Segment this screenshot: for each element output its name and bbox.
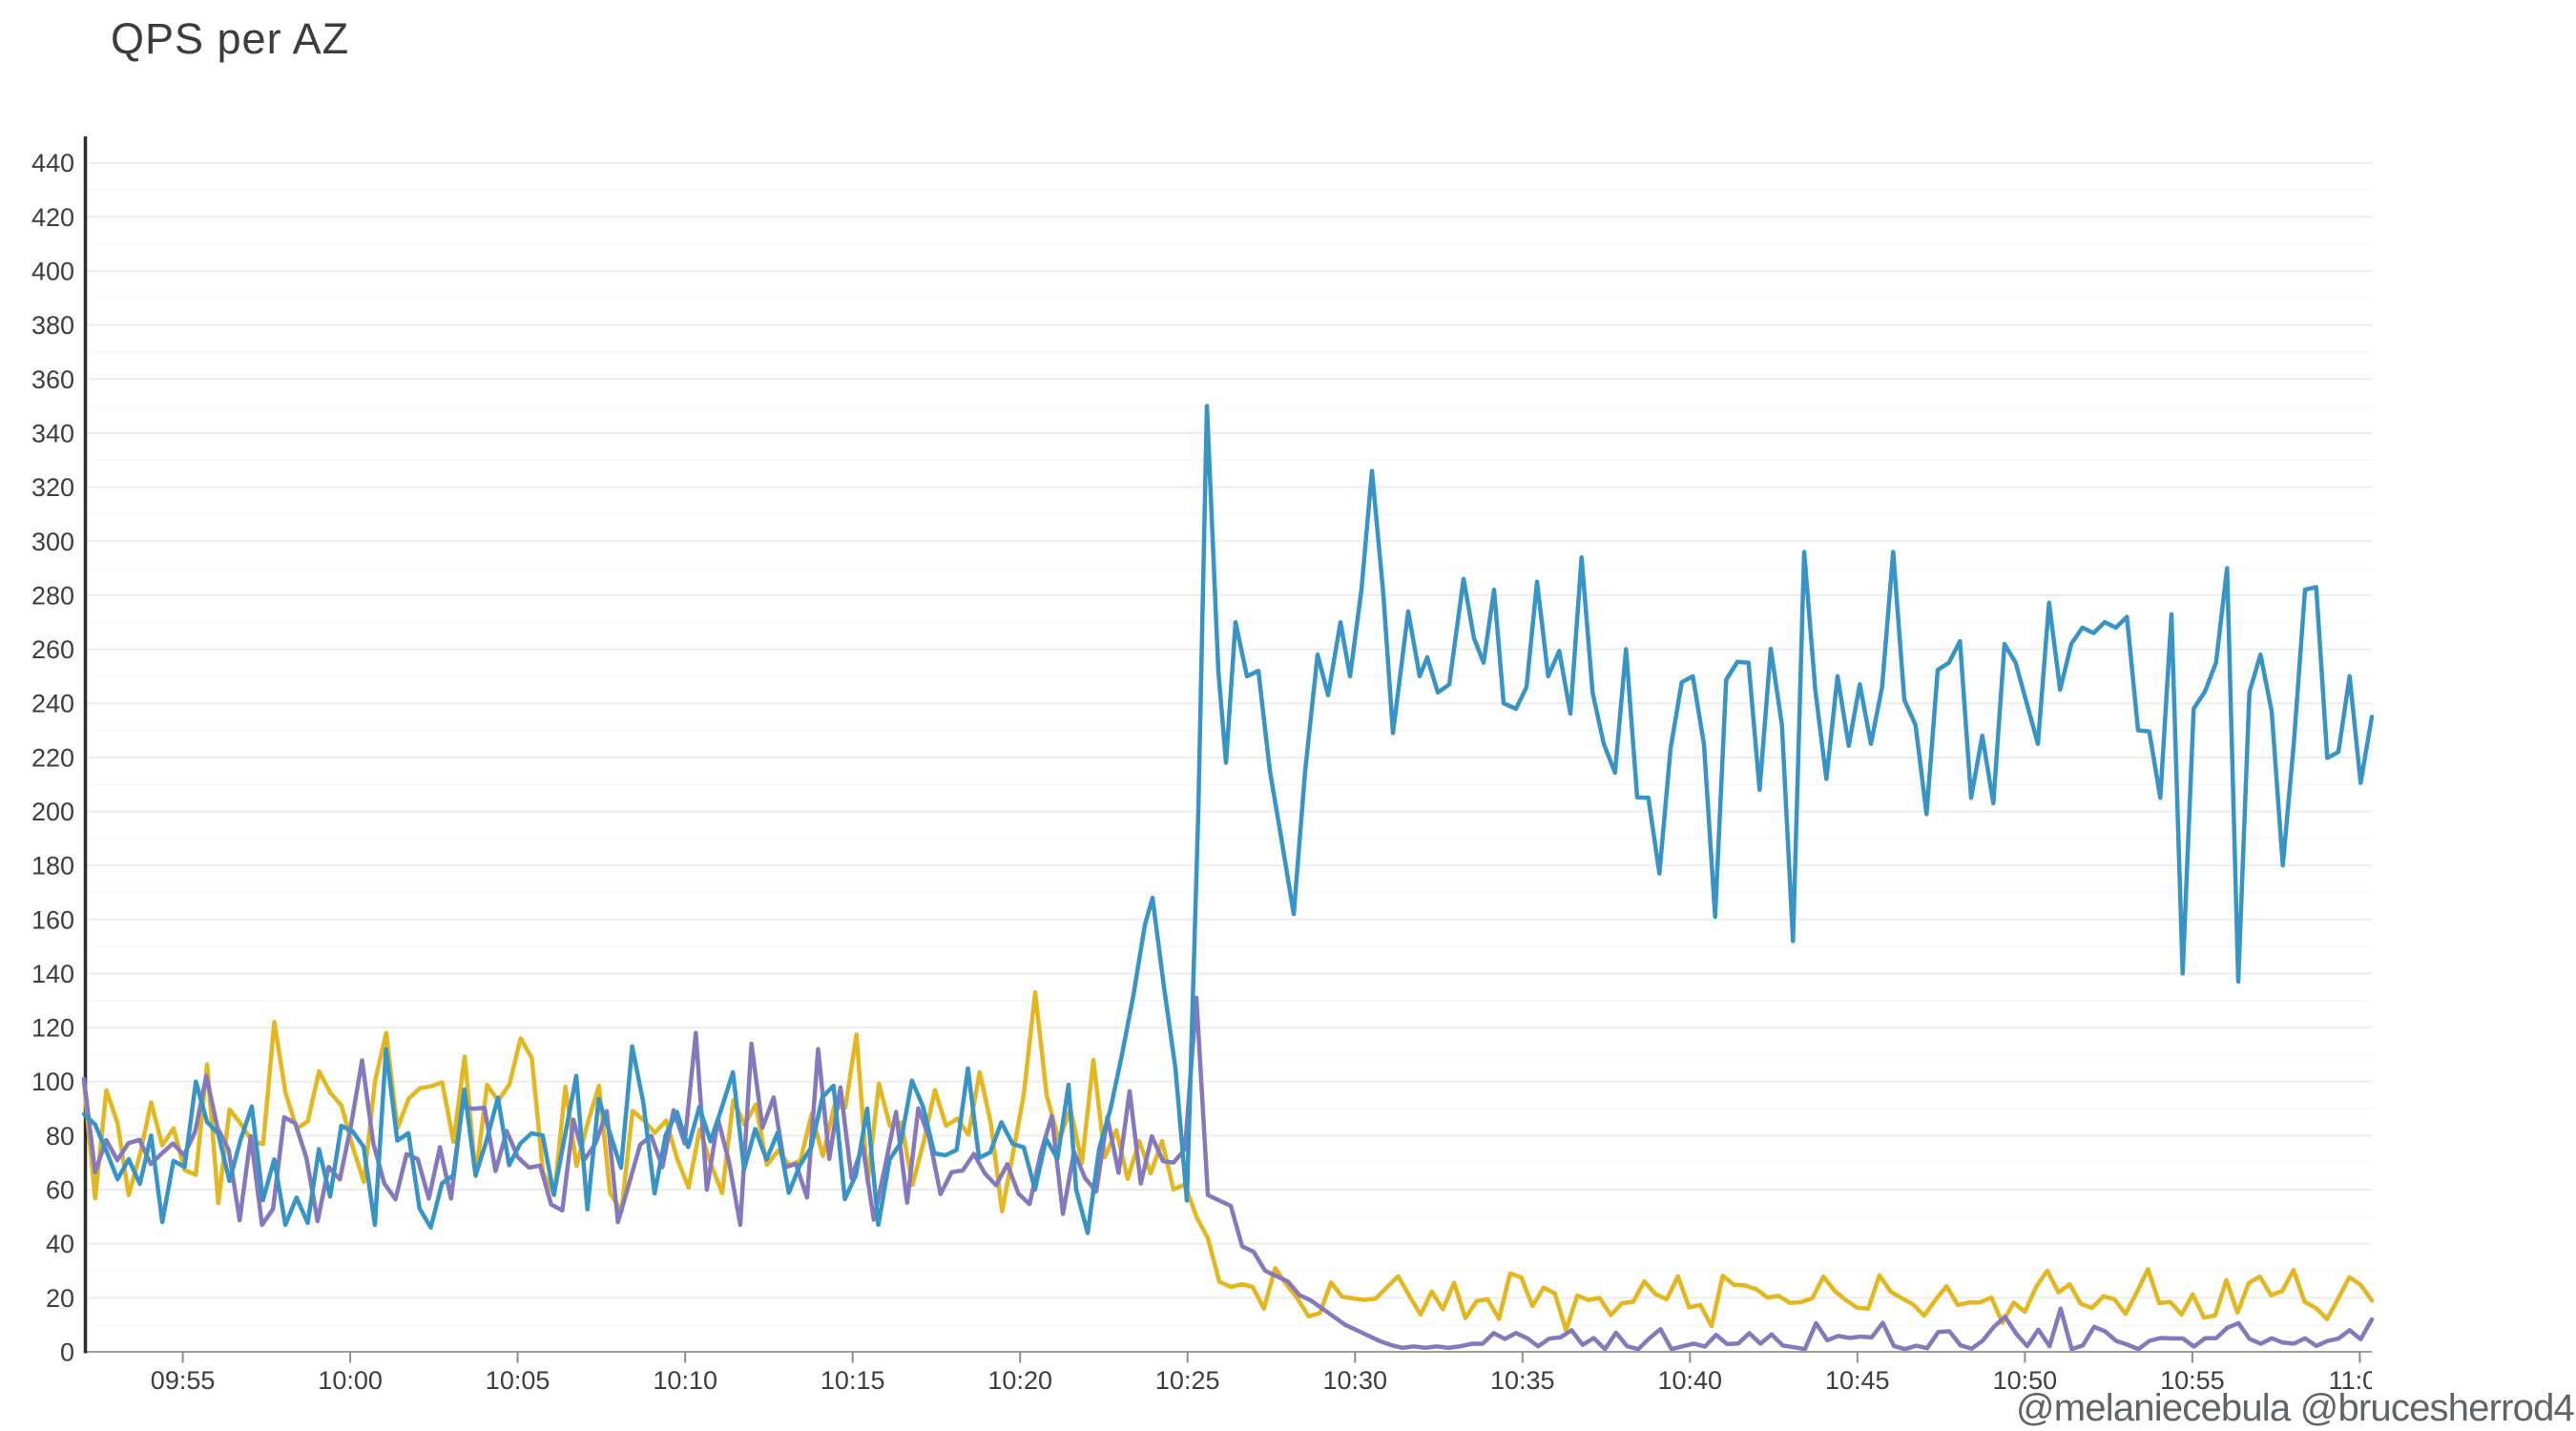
svg-text:120: 120 [31,1014,74,1043]
svg-text:420: 420 [31,203,74,232]
svg-text:10:00: 10:00 [318,1366,383,1395]
svg-text:10:30: 10:30 [1323,1366,1388,1395]
svg-text:260: 260 [31,635,74,664]
svg-text:80: 80 [46,1122,74,1151]
svg-text:10:35: 10:35 [1490,1366,1555,1395]
svg-text:220: 220 [31,743,74,772]
svg-text:10:15: 10:15 [821,1366,885,1395]
svg-text:240: 240 [31,690,74,718]
svg-text:0: 0 [60,1338,74,1367]
svg-text:140: 140 [31,960,74,988]
svg-text:180: 180 [31,852,74,881]
svg-text:320: 320 [31,473,74,502]
svg-text:10:45: 10:45 [1825,1366,1890,1395]
svg-text:100: 100 [31,1068,74,1096]
svg-text:10:40: 10:40 [1658,1366,1723,1395]
svg-text:10:25: 10:25 [1155,1366,1220,1395]
svg-text:10:10: 10:10 [653,1366,717,1395]
svg-text:10:50: 10:50 [1993,1366,2058,1395]
svg-text:40: 40 [46,1230,74,1258]
svg-text:400: 400 [31,258,74,286]
svg-text:10:05: 10:05 [486,1366,551,1395]
svg-text:QPS per AZ: QPS per AZ [111,14,349,63]
svg-text:300: 300 [31,528,74,556]
svg-text:380: 380 [31,311,74,340]
svg-text:360: 360 [31,365,74,394]
svg-text:340: 340 [31,420,74,448]
svg-text:280: 280 [31,581,74,610]
svg-text:09:55: 09:55 [151,1366,216,1395]
svg-text:200: 200 [31,798,74,826]
svg-text:11:00: 11:00 [2329,1366,2392,1395]
svg-text:160: 160 [31,905,74,934]
svg-text:20: 20 [46,1284,74,1313]
svg-text:60: 60 [46,1176,74,1205]
svg-text:10:55: 10:55 [2160,1366,2225,1395]
svg-text:440: 440 [31,149,74,177]
svg-text:@melaniecebula @brucesherrod4: @melaniecebula @brucesherrod4 [2016,1387,2575,1429]
svg-text:10:20: 10:20 [987,1366,1052,1395]
